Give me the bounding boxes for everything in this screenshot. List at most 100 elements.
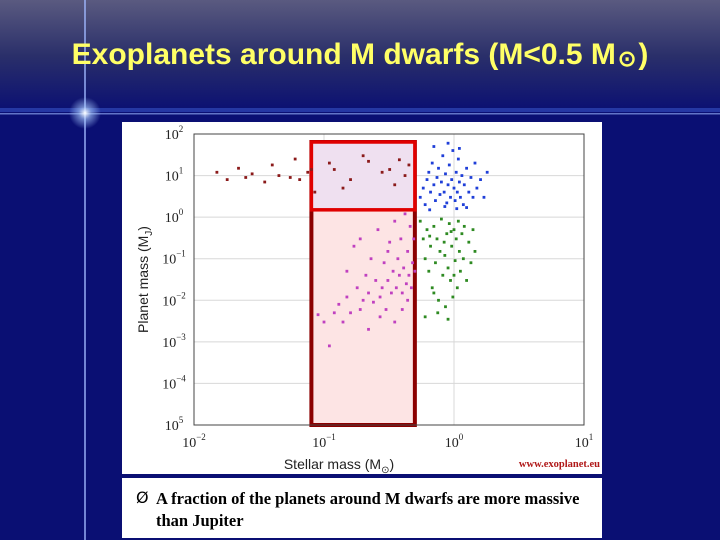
data-point: [337, 302, 341, 306]
data-point: [390, 291, 393, 295]
data-point: [454, 170, 458, 174]
data-point: [393, 320, 397, 324]
data-point: [455, 207, 459, 211]
data-point: [457, 249, 461, 253]
data-point: [404, 282, 408, 286]
data-point: [293, 157, 297, 161]
y-tick-label: 10−4: [162, 373, 186, 392]
data-point: [430, 161, 434, 165]
data-point: [374, 279, 378, 282]
data-point: [345, 295, 349, 299]
data-point: [393, 219, 397, 223]
data-point: [451, 149, 455, 152]
data-point: [438, 249, 442, 253]
data-point: [467, 190, 471, 194]
data-point: [313, 190, 317, 194]
data-point: [445, 232, 449, 236]
data-point: [429, 190, 432, 194]
highlight-region: [309, 140, 417, 427]
data-point: [402, 266, 406, 270]
data-point: [454, 237, 458, 241]
data-point: [349, 178, 352, 182]
data-point: [423, 315, 427, 319]
data-point: [288, 176, 292, 179]
data-point: [432, 291, 436, 295]
data-point: [386, 249, 390, 253]
data-point: [406, 298, 410, 302]
data-point: [440, 217, 443, 221]
data-point: [306, 170, 310, 174]
x-axis-label-sub: ⊙: [381, 465, 389, 474]
data-point: [425, 178, 429, 182]
source-label[interactable]: www.exoplanet.eu: [518, 459, 600, 470]
data-point: [380, 170, 384, 174]
data-point: [403, 174, 407, 177]
x-tick-label: 101: [575, 432, 594, 451]
data-point: [434, 199, 437, 202]
caption-text: A fraction of the planets around M dwarf…: [156, 489, 580, 530]
data-point: [460, 174, 464, 177]
data-point: [391, 269, 395, 273]
data-point: [341, 186, 345, 190]
data-point: [442, 190, 446, 194]
data-point: [388, 240, 392, 244]
data-point: [400, 308, 404, 311]
data-point: [361, 154, 365, 158]
y-tick-label: 10−2: [162, 290, 186, 309]
data-point: [225, 178, 229, 182]
data-point: [369, 257, 373, 261]
y-tick-label: 10−1: [162, 249, 186, 268]
data-point: [471, 228, 475, 232]
data-point: [215, 170, 219, 174]
data-point: [469, 261, 473, 265]
x-axis-label-text: Stellar mass (M: [284, 456, 381, 472]
data-point: [413, 269, 417, 273]
data-point: [435, 237, 439, 241]
data-point: [412, 237, 416, 241]
data-point: [465, 166, 468, 170]
data-point: [421, 237, 425, 241]
data-point: [345, 269, 349, 273]
data-point: [372, 300, 375, 304]
data-point: [469, 176, 473, 179]
data-point: [364, 273, 368, 277]
data-point: [400, 291, 404, 295]
data-point: [456, 157, 460, 161]
data-point: [452, 273, 456, 277]
data-point: [452, 228, 456, 232]
data-point: [457, 180, 461, 184]
data-point: [467, 240, 471, 244]
data-point: [449, 195, 452, 199]
data-point: [349, 311, 352, 315]
data-point: [450, 178, 454, 182]
data-point: [458, 195, 462, 199]
x-tick-label: 10−1: [312, 432, 336, 451]
data-point: [376, 228, 380, 232]
data-point: [434, 261, 437, 265]
data-point: [461, 257, 465, 261]
data-point: [432, 183, 436, 187]
data-point: [453, 259, 457, 263]
y-tick-label: 101: [165, 166, 184, 185]
data-point: [462, 224, 466, 228]
data-point: [409, 286, 413, 290]
data-point: [298, 178, 302, 182]
y-axis-label: Planet mass (MJ): [135, 226, 155, 333]
data-point: [473, 249, 477, 253]
data-point: [446, 317, 450, 321]
data-point: [461, 203, 465, 207]
data-point: [358, 308, 362, 311]
sun-symbol: ⊙: [617, 46, 637, 71]
data-point: [446, 266, 450, 270]
data-point: [394, 286, 398, 290]
title-close: ): [638, 38, 649, 71]
data-point: [471, 195, 475, 199]
data-point: [332, 168, 336, 171]
data-point: [453, 199, 457, 202]
x-tick-labels: 10−2 10−1 100 101: [182, 432, 593, 451]
data-point: [310, 168, 313, 171]
data-point: [444, 172, 447, 176]
data-point: [367, 327, 370, 331]
data-point: [427, 269, 431, 273]
data-point: [450, 244, 454, 248]
